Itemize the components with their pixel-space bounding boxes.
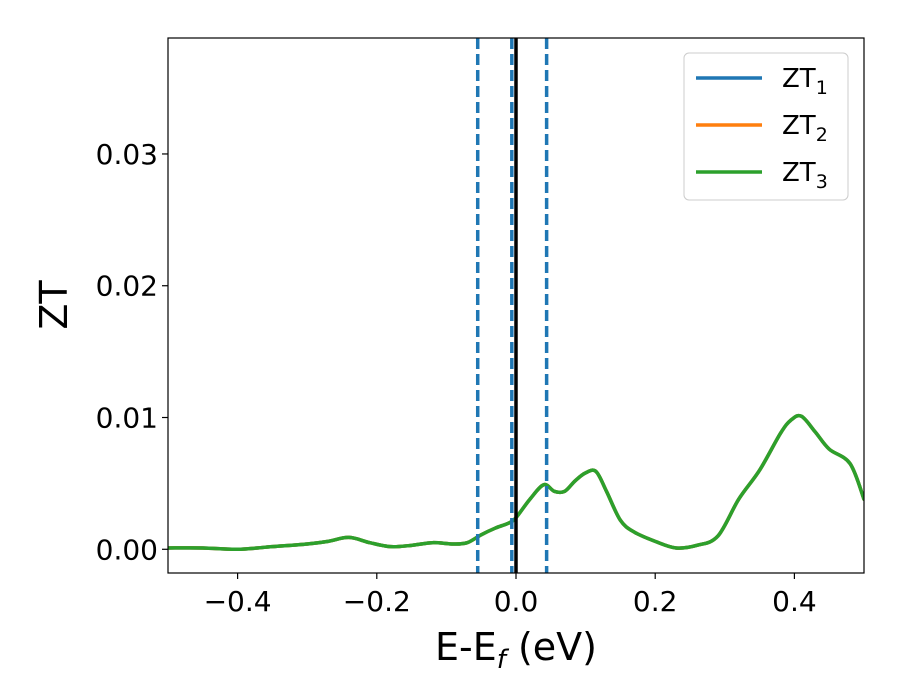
x-tick-label: 0.2 xyxy=(633,585,678,618)
x-tick-label: 0.0 xyxy=(494,585,539,618)
y-axis-title: ZT xyxy=(32,280,76,330)
x-tick-label: 0.4 xyxy=(772,585,817,618)
x-tick-label: −0.4 xyxy=(204,585,272,618)
x-tick-label: −0.2 xyxy=(343,585,411,618)
y-tick-label: 0.01 xyxy=(96,402,158,435)
y-tick-label: 0.02 xyxy=(96,270,158,303)
x-axis-title: E-Ef (eV) xyxy=(435,625,597,675)
axes: −0.4 −0.2 0.0 0.2 0.4 0.00 0.01 0.02 0.03 xyxy=(96,138,817,618)
y-tick-label: 0.00 xyxy=(96,533,158,566)
y-tick-label: 0.03 xyxy=(96,138,158,171)
